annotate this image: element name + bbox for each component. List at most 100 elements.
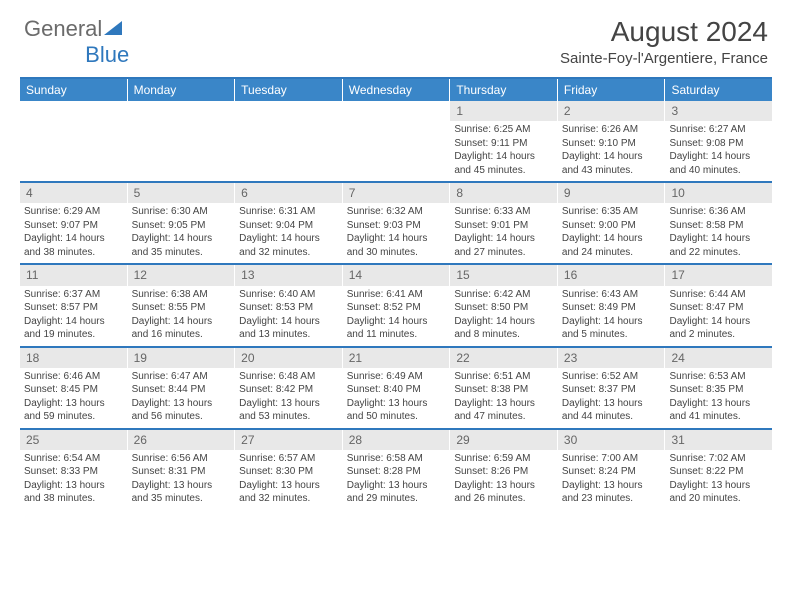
day-cell: 15Sunrise: 6:42 AMSunset: 8:50 PMDayligh… xyxy=(450,265,558,345)
day-number: 27 xyxy=(235,430,342,450)
week-row: 1Sunrise: 6:25 AMSunset: 9:11 PMDaylight… xyxy=(20,101,772,181)
daylight-line: Daylight: 13 hours and 44 minutes. xyxy=(562,397,661,424)
sunrise-line: Sunrise: 6:58 AM xyxy=(347,452,446,466)
sunset-line: Sunset: 9:05 PM xyxy=(132,219,231,233)
day-cell: 10Sunrise: 6:36 AMSunset: 8:58 PMDayligh… xyxy=(665,183,772,263)
month-title: August 2024 xyxy=(560,16,768,48)
day-number: 12 xyxy=(128,265,235,285)
day-cell: 11Sunrise: 6:37 AMSunset: 8:57 PMDayligh… xyxy=(20,265,128,345)
daylight-line: Daylight: 13 hours and 26 minutes. xyxy=(454,479,553,506)
day-body: Sunrise: 6:32 AMSunset: 9:03 PMDaylight:… xyxy=(343,203,450,263)
day-number: 29 xyxy=(450,430,557,450)
sunset-line: Sunset: 9:07 PM xyxy=(24,219,123,233)
daylight-line: Daylight: 14 hours and 16 minutes. xyxy=(132,315,231,342)
day-number: 3 xyxy=(665,101,772,121)
day-body: Sunrise: 6:36 AMSunset: 8:58 PMDaylight:… xyxy=(665,203,772,263)
sunrise-line: Sunrise: 6:35 AM xyxy=(562,205,661,219)
daylight-line: Daylight: 13 hours and 23 minutes. xyxy=(562,479,661,506)
day-cell: 22Sunrise: 6:51 AMSunset: 8:38 PMDayligh… xyxy=(450,348,558,428)
day-body: Sunrise: 6:35 AMSunset: 9:00 PMDaylight:… xyxy=(558,203,665,263)
day-body: Sunrise: 6:43 AMSunset: 8:49 PMDaylight:… xyxy=(558,286,665,346)
day-body: Sunrise: 6:27 AMSunset: 9:08 PMDaylight:… xyxy=(665,121,772,181)
day-cell: 29Sunrise: 6:59 AMSunset: 8:26 PMDayligh… xyxy=(450,430,558,510)
day-number: 23 xyxy=(558,348,665,368)
sunrise-line: Sunrise: 6:32 AM xyxy=(347,205,446,219)
day-cell xyxy=(20,101,128,181)
daylight-line: Daylight: 13 hours and 20 minutes. xyxy=(669,479,768,506)
daylight-line: Daylight: 14 hours and 35 minutes. xyxy=(132,232,231,259)
day-body: Sunrise: 6:26 AMSunset: 9:10 PMDaylight:… xyxy=(558,121,665,181)
day-cell: 26Sunrise: 6:56 AMSunset: 8:31 PMDayligh… xyxy=(128,430,236,510)
logo-text-blue: Blue xyxy=(85,42,129,68)
day-cell: 30 Sunrise: 7:00 AMSunset: 8:24 PMDayligh… xyxy=(558,430,666,510)
day-body: Sunrise: 6:48 AMSunset: 8:42 PMDaylight:… xyxy=(235,368,342,428)
day-cell: 8Sunrise: 6:33 AMSunset: 9:01 PMDaylight… xyxy=(450,183,558,263)
sunset-line: Sunset: 8:24 PM xyxy=(562,465,661,479)
day-body: Sunrise: 6:56 AMSunset: 8:31 PMDaylight:… xyxy=(128,450,235,510)
dow-tuesday: Tuesday xyxy=(235,79,343,101)
day-number xyxy=(128,101,235,121)
sunset-line: Sunset: 9:00 PM xyxy=(562,219,661,233)
day-number: 13 xyxy=(235,265,342,285)
sunrise-line: Sunrise: 6:51 AM xyxy=(454,370,553,384)
day-number: 4 xyxy=(20,183,127,203)
sunrise-line: Sunrise: 6:38 AM xyxy=(132,288,231,302)
day-number: 25 xyxy=(20,430,127,450)
day-body: Sunrise: 6:25 AMSunset: 9:11 PMDaylight:… xyxy=(450,121,557,181)
sunrise-line: Sunrise: 6:53 AM xyxy=(669,370,768,384)
sunrise-line: Sunrise: 6:44 AM xyxy=(669,288,768,302)
sunrise-line: Sunrise: 6:27 AM xyxy=(669,123,768,137)
day-number: 1 xyxy=(450,101,557,121)
week-row: 4 Sunrise: 6:29 AMSunset: 9:07 PM Daylight… xyxy=(20,181,772,263)
daylight-line: Daylight: 14 hours and 27 minutes. xyxy=(454,232,553,259)
daylight-line: Daylight: 14 hours and 24 minutes. xyxy=(562,232,661,259)
day-number xyxy=(20,101,127,121)
day-body: Sunrise: 6:53 AMSunset: 8:35 PMDaylight:… xyxy=(665,368,772,428)
daylight-line: Daylight: 13 hours and 29 minutes. xyxy=(347,479,446,506)
logo-text-general: General xyxy=(24,16,102,42)
sunrise-line: Sunrise: 7:00 AM xyxy=(562,452,661,466)
day-number: 15 xyxy=(450,265,557,285)
daylight-line: Daylight: 14 hours and 30 minutes. xyxy=(347,232,446,259)
daylight-line: Daylight: 13 hours and 50 minutes. xyxy=(347,397,446,424)
sunrise-line: Sunrise: 6:31 AM xyxy=(239,205,338,219)
sunset-line: Sunset: 8:38 PM xyxy=(454,383,553,397)
sunset-line: Sunset: 8:35 PM xyxy=(669,383,768,397)
sunrise-line: Sunrise: 6:57 AM xyxy=(239,452,338,466)
sunrise-line: Sunrise: 6:25 AM xyxy=(454,123,553,137)
logo-blue-row: GenerBlue xyxy=(24,42,129,68)
day-body: Sunrise: 6:58 AMSunset: 8:28 PMDaylight:… xyxy=(343,450,450,510)
daylight-line: Daylight: 14 hours and 2 minutes. xyxy=(669,315,768,342)
day-number xyxy=(343,101,450,121)
daylight-line: Daylight: 13 hours and 32 minutes. xyxy=(239,479,338,506)
sunrise-line: Sunrise: 6:47 AM xyxy=(132,370,231,384)
sunset-line: Sunset: 8:28 PM xyxy=(347,465,446,479)
sunrise-line: Sunrise: 6:26 AM xyxy=(562,123,661,137)
daylight-line: Daylight: 14 hours and 11 minutes. xyxy=(347,315,446,342)
daylight-line: Daylight: 14 hours and 8 minutes. xyxy=(454,315,553,342)
sunrise-line: Sunrise: 6:29 AM xyxy=(24,205,123,219)
day-cell: 5Sunrise: 6:30 AMSunset: 9:05 PMDaylight… xyxy=(128,183,236,263)
sunrise-line: Sunrise: 6:46 AM xyxy=(24,370,123,384)
day-body: Sunrise: 6:46 AMSunset: 8:45 PMDaylight:… xyxy=(20,368,127,428)
daylight-line: Daylight: 13 hours and 47 minutes. xyxy=(454,397,553,424)
dow-wednesday: Wednesday xyxy=(343,79,451,101)
daylight-line: Daylight: 14 hours and 19 minutes. xyxy=(24,315,123,342)
sunrise-line: Sunrise: 6:54 AM xyxy=(24,452,123,466)
daylight-line: Daylight: 13 hours and 38 minutes. xyxy=(24,479,123,506)
sunset-line: Sunset: 8:50 PM xyxy=(454,301,553,315)
sunrise-line: Sunrise: 6:30 AM xyxy=(132,205,231,219)
day-number: 10 xyxy=(665,183,772,203)
daylight-line: Daylight: 14 hours and 22 minutes. xyxy=(669,232,768,259)
sunset-line: Sunset: 9:10 PM xyxy=(562,137,661,151)
day-cell: 28Sunrise: 6:58 AMSunset: 8:28 PMDayligh… xyxy=(343,430,451,510)
day-number: 30 xyxy=(558,430,665,450)
daylight-line: Daylight: 14 hours and 13 minutes. xyxy=(239,315,338,342)
sunrise-line: Sunrise: 6:56 AM xyxy=(132,452,231,466)
daylight-line: Daylight: 14 hours and 40 minutes. xyxy=(669,150,768,177)
day-body: Sunrise: 6:31 AMSunset: 9:04 PMDaylight:… xyxy=(235,203,342,263)
day-body: Sunrise: 7:02 AMSunset: 8:22 PMDaylight:… xyxy=(665,450,772,510)
day-number: 2 xyxy=(558,101,665,121)
daylight-line: Daylight: 14 hours and 32 minutes. xyxy=(239,232,338,259)
day-number xyxy=(235,101,342,121)
